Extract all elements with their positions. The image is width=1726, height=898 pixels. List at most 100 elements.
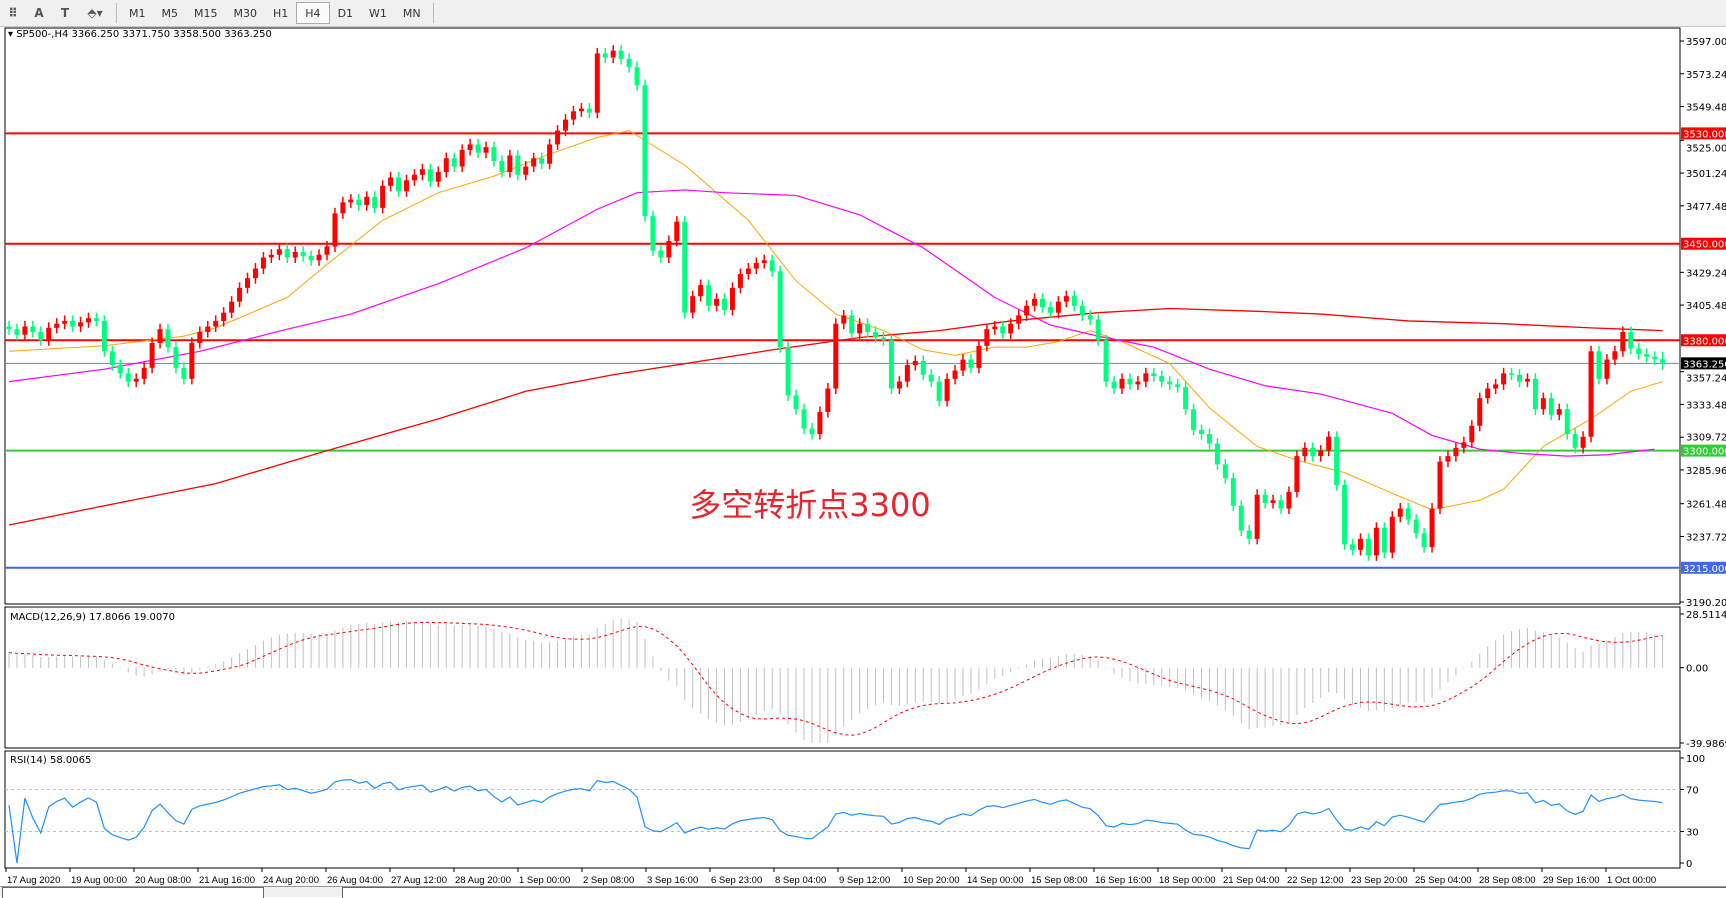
- candle: [443, 152, 449, 178]
- candle: [849, 309, 855, 339]
- candle: [1572, 428, 1578, 454]
- timeframe-m15[interactable]: M15: [194, 6, 218, 20]
- candle-body: [626, 58, 632, 68]
- header-text: SP500-,H4 3366.250 3371.750 3358.500 336…: [16, 29, 272, 40]
- candle: [706, 279, 712, 312]
- candle: [801, 403, 807, 435]
- text-a-icon[interactable]: A: [34, 6, 44, 20]
- candle: [960, 354, 966, 377]
- candle: [1071, 290, 1077, 312]
- candle-body: [1000, 326, 1006, 334]
- shapes-dropdown-icon[interactable]: ⬘▾: [87, 6, 103, 20]
- candle-body: [928, 374, 934, 382]
- candle: [252, 263, 258, 284]
- candle-body: [1564, 409, 1570, 435]
- candle-body: [793, 395, 799, 410]
- candle: [1286, 486, 1292, 515]
- candle: [547, 138, 553, 170]
- candle: [62, 315, 68, 330]
- candle-body: [396, 177, 402, 192]
- current-price-tag: [1681, 357, 1726, 370]
- candle: [411, 169, 417, 186]
- text-label-icon[interactable]: T: [60, 6, 70, 20]
- timeframe-m30[interactable]: M30: [233, 6, 258, 20]
- candle-body: [1469, 425, 1475, 443]
- time-tick-label: 28 Sep 08:00: [1479, 875, 1536, 886]
- candle-body: [86, 318, 91, 323]
- candle: [769, 254, 775, 277]
- timeframe-m1[interactable]: M1: [129, 6, 146, 20]
- candle: [348, 194, 354, 208]
- candle-body: [173, 347, 179, 368]
- candle-body: [276, 249, 282, 255]
- candle-body: [1628, 331, 1634, 349]
- candle-body: [809, 428, 815, 435]
- rsi-tick-label: 30: [1686, 828, 1699, 839]
- candle: [626, 53, 632, 73]
- candle-body: [873, 331, 879, 338]
- candle: [157, 323, 163, 349]
- candle: [1413, 514, 1419, 539]
- price-tick-label: 3501.240: [1686, 169, 1726, 180]
- candle: [928, 369, 934, 388]
- candle: [793, 389, 799, 415]
- candle-body: [976, 345, 982, 368]
- level-price-label: 3380.000: [1683, 336, 1726, 347]
- time-tick-label: 28 Aug 20:00: [455, 875, 511, 886]
- chart-tab[interactable]: [2, 887, 264, 898]
- candle-body: [1055, 301, 1061, 313]
- candle: [809, 422, 815, 440]
- timeframe-h1[interactable]: H1: [273, 6, 289, 20]
- toolbar-separator: [116, 3, 117, 23]
- candle: [1143, 367, 1149, 388]
- candle: [205, 320, 211, 338]
- candle-body: [817, 411, 823, 435]
- candle: [1532, 373, 1538, 415]
- candle-body: [745, 268, 751, 275]
- timeframe-w1[interactable]: W1: [369, 6, 387, 20]
- candle: [570, 105, 576, 126]
- chart-tab[interactable]: [342, 887, 1726, 898]
- candle-body: [1238, 505, 1244, 531]
- candle-body: [165, 329, 171, 348]
- candle: [1644, 348, 1650, 363]
- candle-body: [1509, 373, 1515, 375]
- candle: [1127, 373, 1133, 390]
- candle: [1008, 318, 1014, 339]
- candle: [1254, 489, 1260, 545]
- candle-body: [213, 320, 219, 327]
- time-tick-label: 15 Sep 08:00: [1031, 875, 1088, 886]
- candle-body: [563, 119, 568, 131]
- timeframe-mn[interactable]: MN: [402, 6, 421, 20]
- timeframe-h4[interactable]: H4: [296, 2, 330, 24]
- candle-body: [1278, 500, 1284, 509]
- candle-body: [960, 359, 966, 371]
- candle: [1278, 494, 1284, 515]
- chart-area[interactable]: 3530.000 3450.000 3380.000 3300.000 3215.000…: [0, 26, 1726, 886]
- candle-body: [722, 298, 727, 310]
- candle-body: [292, 251, 298, 258]
- level-price-tag: [1681, 237, 1726, 250]
- candle-body: [1159, 376, 1165, 382]
- timeframe-d1[interactable]: D1: [337, 6, 354, 20]
- candle-body: [1350, 544, 1356, 550]
- candle: [578, 103, 584, 117]
- candle-body: [1191, 409, 1197, 430]
- time-tick-label: 14 Sep 00:00: [967, 875, 1024, 886]
- timeframe-m5[interactable]: M5: [161, 6, 179, 20]
- grid-f-icon[interactable]: ⠿: [8, 6, 18, 20]
- level-price-label: 3530.000: [1683, 129, 1726, 140]
- time-tick-label: 24 Aug 20:00: [263, 875, 319, 886]
- candle: [1087, 309, 1093, 326]
- candle: [54, 318, 60, 334]
- candle: [1652, 351, 1658, 365]
- candle: [1334, 431, 1340, 491]
- candle: [1540, 392, 1546, 415]
- candle: [1358, 533, 1363, 556]
- candle-body: [284, 249, 290, 258]
- time-tick-label: 16 Sep 16:00: [1095, 875, 1152, 886]
- rsi-tick-label: 100: [1686, 754, 1705, 765]
- candle-body: [316, 254, 322, 261]
- candle: [1636, 343, 1642, 360]
- candle-body: [1501, 373, 1507, 385]
